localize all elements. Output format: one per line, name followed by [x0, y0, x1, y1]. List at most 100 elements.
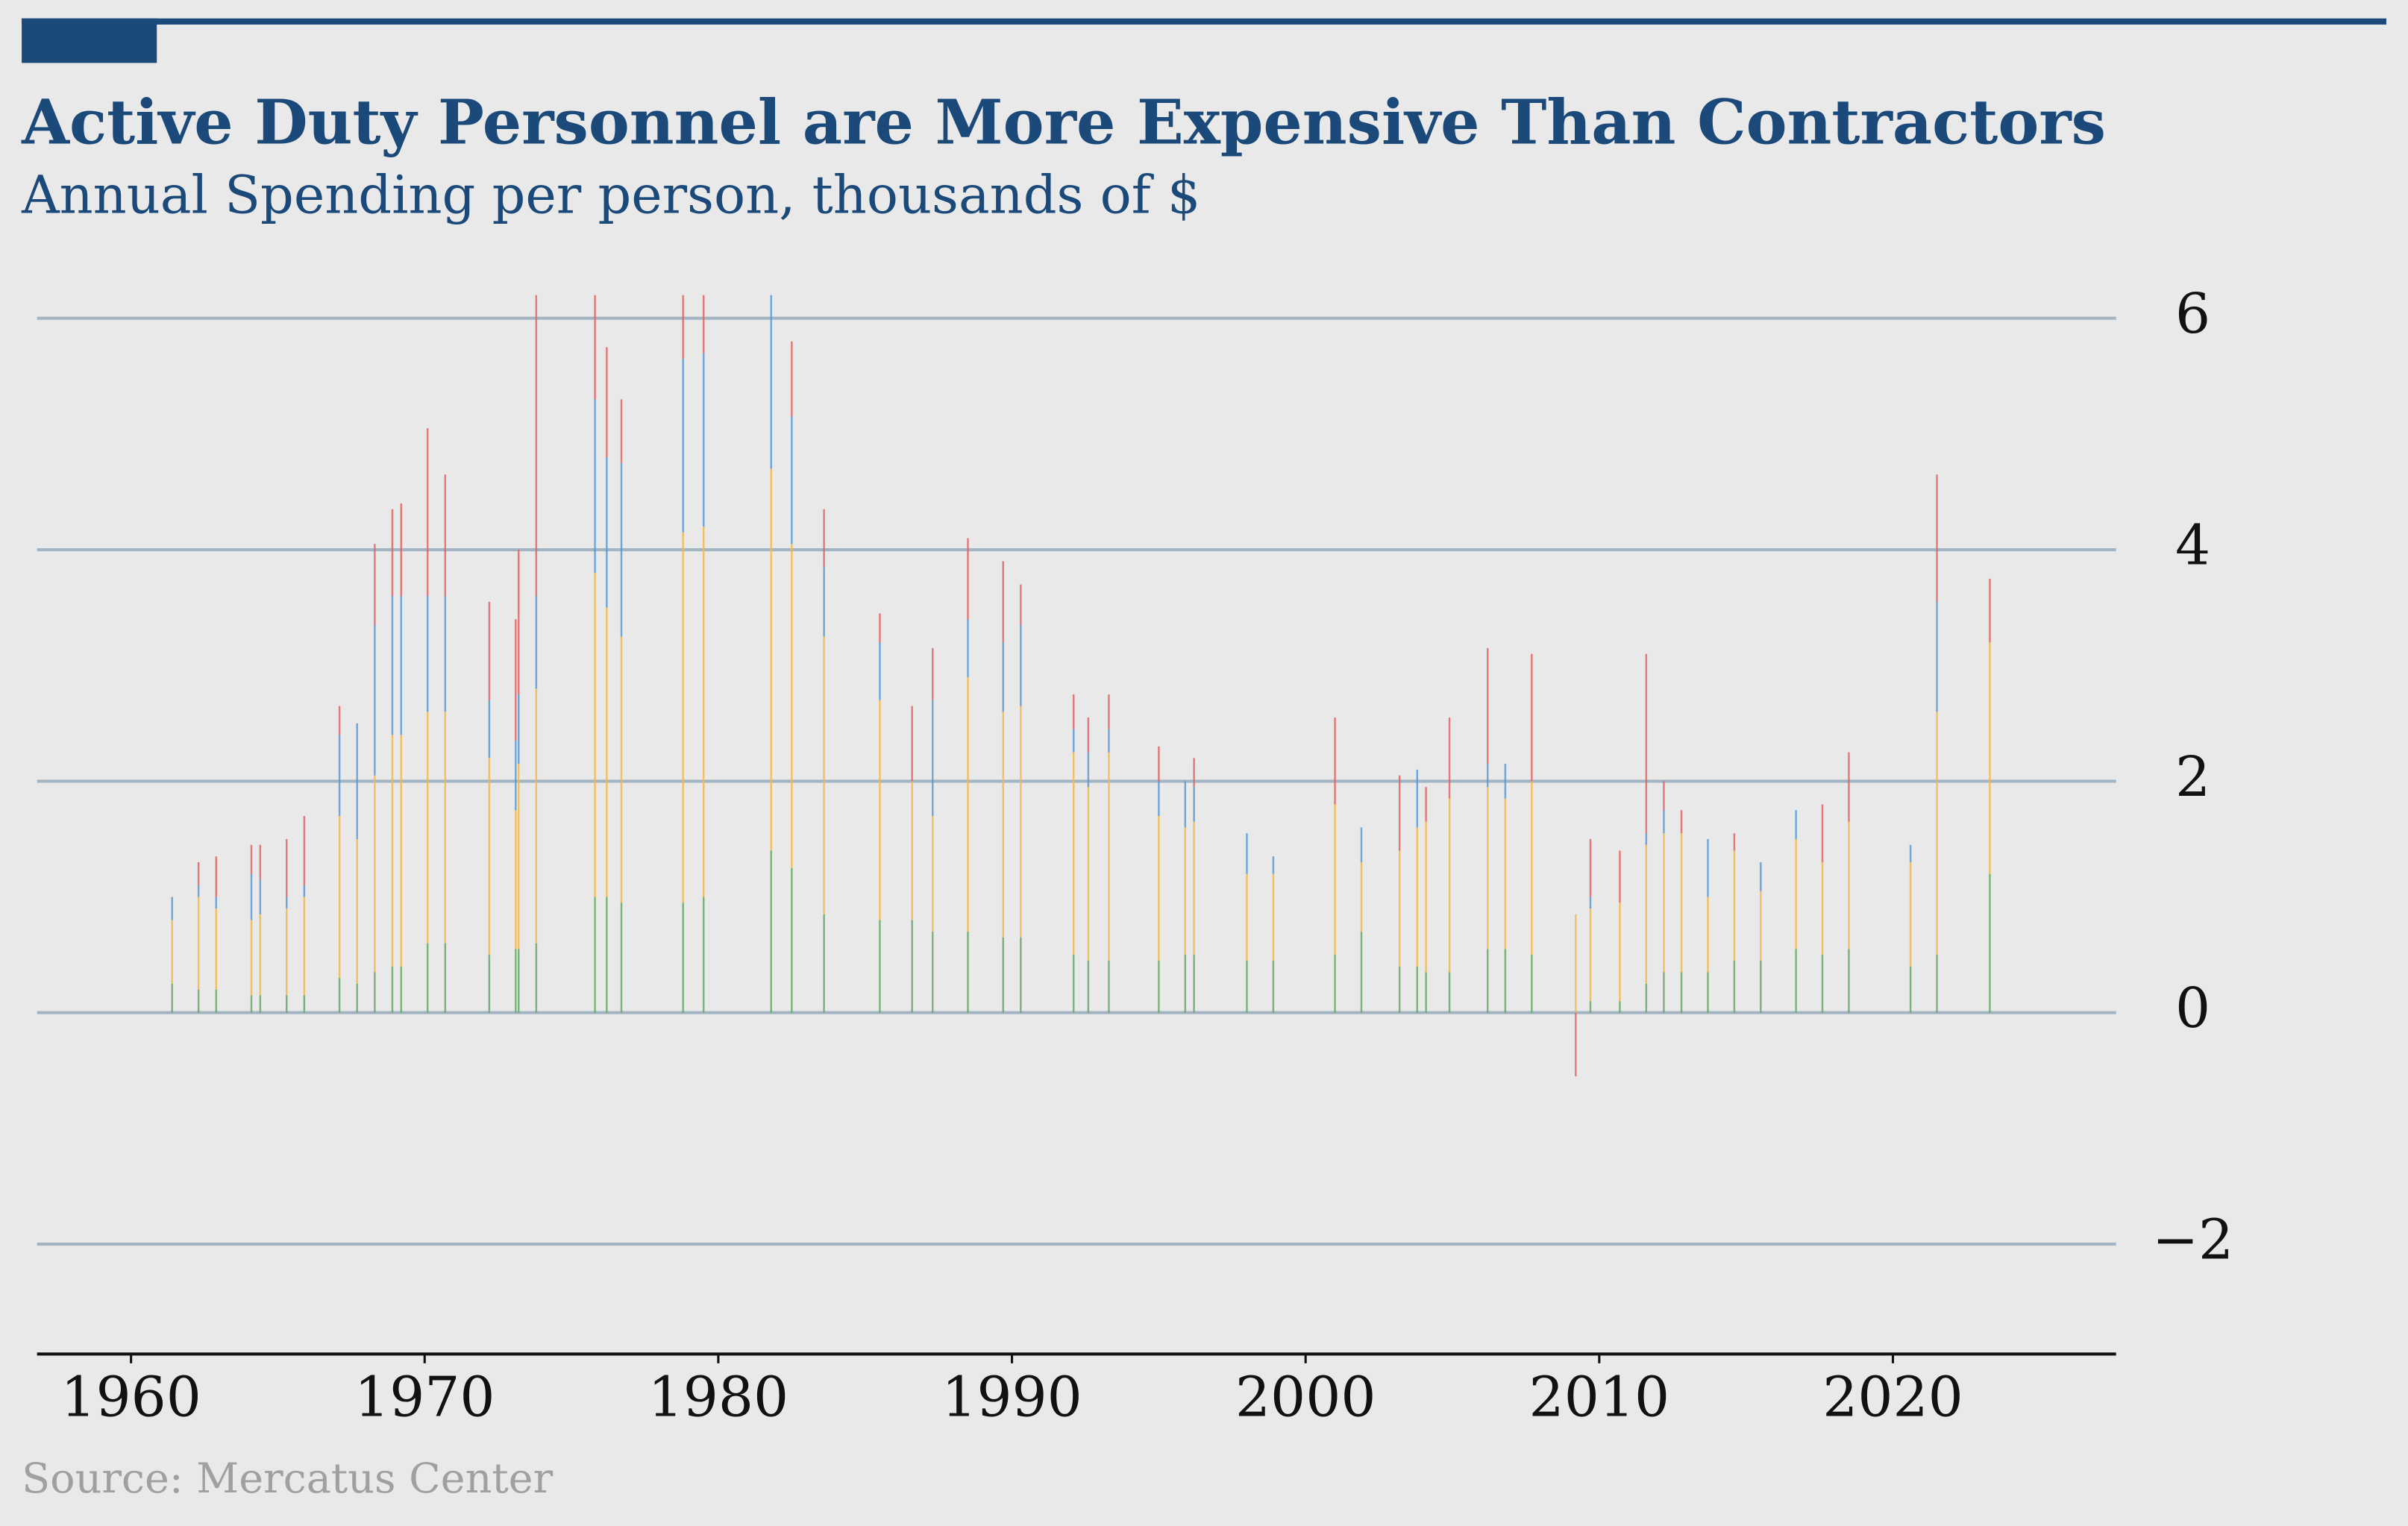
bar-segment: [932, 700, 934, 816]
bar-segment: [770, 468, 773, 851]
bar-segment: [391, 596, 394, 735]
bar-segment: [932, 815, 934, 932]
bar-segment: [1184, 781, 1187, 828]
bar-segment: [1360, 862, 1363, 932]
bar-segment: [791, 416, 793, 544]
bar-segment: [303, 885, 306, 897]
bar-segment: [197, 885, 200, 897]
bar-segment: [1795, 810, 1797, 839]
bar-segment: [1360, 932, 1363, 1013]
bar-segment: [1193, 758, 1195, 788]
bar-segment: [1334, 718, 1336, 805]
bar-segment: [1680, 972, 1683, 1013]
bar-segment: [1487, 647, 1489, 764]
bar-segment: [197, 862, 200, 886]
bar-segment: [303, 815, 306, 886]
bar-segment: [391, 966, 394, 1013]
bar-segment: [286, 838, 288, 897]
bar-segment: [1936, 712, 1938, 955]
bar-segment: [197, 897, 200, 990]
bar-segment: [1020, 624, 1022, 706]
bar-segment: [1108, 729, 1110, 753]
bar-segment: [1487, 764, 1489, 788]
bar-segment: [444, 596, 447, 712]
bar-segment: [250, 920, 253, 996]
bar-segment: [879, 700, 881, 920]
bar-segment: [1184, 827, 1187, 955]
bar-segment: [1645, 983, 1648, 1013]
bar-segment: [606, 897, 608, 1013]
bar-segment: [303, 995, 306, 1013]
bar-segment: [1272, 960, 1275, 1013]
bar-segment: [338, 735, 341, 816]
bar-segment: [250, 873, 253, 920]
bar-segment: [594, 295, 596, 400]
bar-segment: [967, 676, 969, 932]
bar-segment: [259, 879, 262, 914]
bar-segment: [967, 538, 969, 620]
bar-segment: [1936, 955, 1938, 1013]
bar-segment: [1663, 781, 1665, 811]
bar-segment: [1989, 578, 1991, 643]
source: Source: Mercatus Center: [22, 1454, 553, 1503]
bar-segment: [535, 943, 538, 1013]
bar-segment: [1398, 850, 1401, 967]
bar-segment: [1002, 937, 1004, 1013]
bar-segment: [356, 838, 358, 984]
bar-segment: [1020, 706, 1022, 938]
x-tick-label: 1990: [941, 1366, 1082, 1430]
y-tick-label: 2: [2175, 745, 2210, 809]
bar-segment: [791, 544, 793, 868]
chart-subtitle: Annual Spending per person, thousands of…: [21, 165, 1200, 226]
bar-segment: [932, 647, 934, 700]
bar-segment: [1936, 474, 1938, 602]
plot: −2 0 2 4 6 1960 1970 1980 1990 2000 2010 2020: [37, 282, 2233, 1430]
bar-segment: [1795, 838, 1797, 949]
bar-segment: [215, 856, 218, 897]
bar-segment: [1448, 798, 1451, 973]
bar-segment: [620, 462, 623, 637]
bar-segment: [791, 341, 793, 417]
bar-segment: [426, 428, 429, 597]
bar-segment: [967, 619, 969, 677]
bar-segment: [1398, 966, 1401, 1013]
bar-segment: [1504, 798, 1507, 949]
bar-segment: [1108, 694, 1110, 729]
bar-segment: [1821, 804, 1824, 863]
bar-segment: [1360, 827, 1363, 863]
bar-segment: [1334, 804, 1336, 955]
bar-segment: [171, 897, 173, 920]
bar-segment: [1158, 960, 1160, 1013]
bar-segment: [1821, 862, 1824, 955]
bar-segment: [197, 989, 200, 1013]
bar-segment: [1531, 955, 1533, 1013]
bar-segment: [426, 943, 429, 1013]
bar-segment: [286, 908, 288, 996]
bar-segment: [1272, 873, 1275, 961]
bar-segment: [215, 897, 218, 909]
bar-segment: [594, 399, 596, 574]
bar-segment: [1425, 787, 1427, 822]
bar-segment: [1002, 712, 1004, 938]
bar-segment: [1619, 850, 1621, 903]
bar-segment: [1989, 873, 1991, 1013]
bar-segment: [1334, 955, 1336, 1013]
y-tick-label: 4: [2175, 514, 2210, 578]
bar-segment: [682, 902, 684, 1013]
bar-segment: [1425, 821, 1427, 973]
bar-segment: [444, 712, 447, 943]
bar-segment: [374, 624, 376, 776]
bar-segment: [770, 850, 773, 1013]
bar-segment: [259, 995, 262, 1013]
bar-segment: [911, 920, 913, 1013]
bar-segment: [286, 995, 288, 1013]
bar-segment: [1848, 949, 1850, 1013]
bar-segment: [1531, 781, 1533, 955]
bar-segment: [620, 902, 623, 1013]
bar-segment: [1909, 844, 1912, 863]
bar-segment: [1158, 746, 1160, 782]
bar-segment: [535, 596, 538, 689]
bar-segment: [488, 758, 491, 955]
bar-segment: [911, 781, 913, 920]
bar-segment: [1193, 955, 1195, 1013]
